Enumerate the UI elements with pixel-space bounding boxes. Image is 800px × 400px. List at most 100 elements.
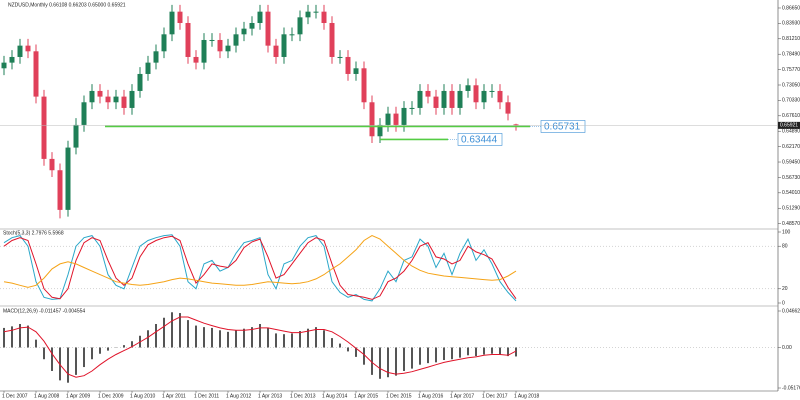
x-tick-label: 1 Apr 2011 (162, 393, 186, 399)
macd-bar (499, 347, 501, 355)
candle-body (273, 45, 279, 57)
macd-bar (451, 347, 453, 360)
candle-body (49, 158, 55, 171)
candle-body (465, 85, 471, 91)
candle-body (401, 107, 407, 125)
candle-body (497, 90, 503, 103)
y-tick-label: 20 (782, 286, 788, 292)
y-tick-label: 0.046625 (782, 308, 800, 314)
candle-body (225, 45, 231, 52)
macd-bar (507, 347, 509, 357)
x-tick-label: 1 Dec 2017 (482, 393, 508, 399)
macd-bar (19, 324, 21, 348)
candle-body (393, 113, 399, 125)
macd-bar (75, 347, 77, 375)
macd-bar (35, 339, 37, 348)
last-price-label: 0.65921 (780, 123, 798, 129)
y-tick-label: 0.75770 (782, 67, 800, 73)
y-tick-label: 0.70330 (782, 98, 800, 104)
candle-body (193, 56, 199, 63)
macd-bar (475, 347, 477, 357)
candle-body (433, 96, 439, 108)
macd-bar (419, 347, 421, 365)
macd-bar (43, 347, 45, 360)
candle-body (281, 34, 287, 57)
candle-body (353, 68, 359, 74)
macd-bar (515, 347, 517, 357)
candle-body (9, 56, 15, 63)
candle-body (473, 85, 479, 103)
y-tick-label: 0.81210 (782, 36, 800, 42)
macd-bar (83, 347, 85, 368)
macd-bar (67, 347, 69, 383)
candle-body (33, 51, 39, 97)
macd-bar (51, 347, 53, 371)
candle-body (313, 11, 319, 13)
x-tick-label: 1 Aug 2012 (226, 393, 252, 399)
macd-bar (427, 347, 429, 364)
y-tick-label: 100 (782, 229, 791, 235)
macd-bar (171, 312, 173, 348)
candle-body (329, 22, 335, 57)
macd-bar (227, 331, 229, 348)
candle-body (209, 39, 215, 41)
macd-bar (147, 330, 149, 348)
candle-body (369, 102, 375, 137)
candle-body (137, 73, 143, 91)
macd-bar (387, 347, 389, 378)
y-tick-label: 0.00 (782, 345, 792, 351)
macd-bar (483, 347, 485, 355)
candle-body (321, 11, 327, 23)
candle-body (257, 11, 263, 23)
candle-body (297, 17, 303, 35)
macd-bar (91, 347, 93, 360)
macd-bar (163, 317, 165, 348)
candle-body (377, 124, 383, 137)
candle-body (233, 34, 239, 46)
macd-bar (331, 338, 333, 348)
candle-body (345, 56, 351, 74)
candle-body (361, 68, 367, 103)
macd-bar (219, 330, 221, 348)
level-label: 0.63444 (461, 135, 498, 146)
macd-bar (403, 347, 405, 371)
y-tick-label: -0.051767 (782, 385, 800, 391)
candle-body (121, 96, 127, 108)
macd-bar (459, 347, 461, 358)
macd-bar (99, 347, 101, 354)
macd-bar (251, 327, 253, 348)
macd-bar (315, 327, 317, 348)
y-tick-label: 0.86650 (782, 5, 800, 11)
macd-bar (155, 324, 157, 348)
macd-bar (107, 347, 109, 351)
macd-bar (131, 341, 133, 348)
x-tick-label: 1 Dec 2009 (98, 393, 124, 399)
candle-body (41, 96, 47, 159)
y-tick-label: 0.51290 (782, 206, 800, 212)
macd-bar (467, 347, 469, 356)
macd-bar (307, 328, 309, 348)
x-tick-label: 1 Aug 2014 (322, 393, 348, 399)
y-tick-label: 0.64890 (782, 129, 800, 135)
macd-bar (323, 330, 325, 348)
candle-body (89, 90, 95, 103)
indicator-line (3, 235, 517, 300)
indicator-line (3, 235, 517, 288)
macd-bar (283, 334, 285, 348)
x-tick-label: 1 Aug 2010 (130, 393, 156, 399)
level-label: 0.65731 (544, 122, 581, 133)
candle-body (409, 107, 415, 109)
candle-body (513, 124, 519, 126)
macd-bar (491, 347, 493, 354)
candle-body (425, 90, 431, 97)
indicator-title: Stoch(5,3,3) 2.7976 5.5968 (3, 230, 64, 236)
y-tick-label: 0.67610 (782, 113, 800, 119)
candle-body (489, 90, 495, 92)
candle-body (265, 11, 271, 46)
candle-body (113, 96, 119, 103)
candle-body (337, 56, 343, 58)
x-tick-label: 1 Dec 2013 (290, 393, 316, 399)
candle-body (153, 51, 159, 63)
macd-bar (443, 347, 445, 361)
candle-body (289, 34, 295, 36)
